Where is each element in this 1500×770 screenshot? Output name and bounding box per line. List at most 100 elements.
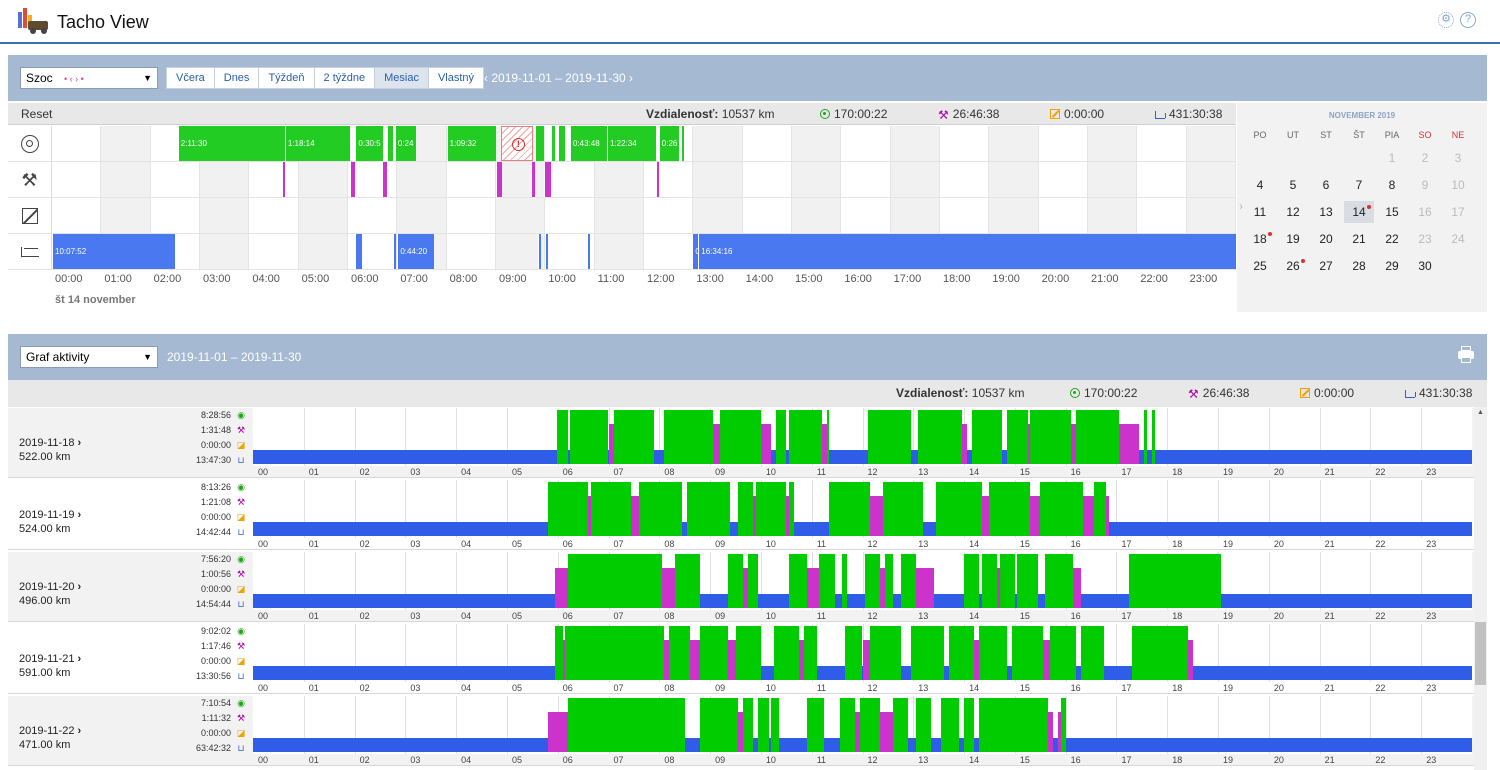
calendar-day[interactable]: 29 bbox=[1377, 255, 1407, 277]
driving-bar[interactable] bbox=[804, 626, 817, 680]
work-bar[interactable] bbox=[1030, 496, 1041, 536]
work-bar[interactable] bbox=[981, 496, 990, 536]
work-bar[interactable] bbox=[1073, 568, 1081, 608]
rest-segment[interactable] bbox=[537, 234, 541, 269]
work-bar[interactable] bbox=[880, 568, 886, 608]
driving-segment[interactable] bbox=[557, 126, 566, 161]
day-date-link[interactable]: 2019-11-19 › bbox=[19, 509, 81, 521]
work-bar[interactable] bbox=[915, 568, 934, 608]
work-bar[interactable] bbox=[1083, 496, 1094, 536]
work-bar[interactable] bbox=[799, 640, 805, 680]
driving-bar[interactable] bbox=[936, 482, 982, 536]
work-segment[interactable] bbox=[282, 162, 286, 197]
driving-bar[interactable] bbox=[771, 698, 779, 752]
chevron-right-icon[interactable]: › bbox=[74, 509, 82, 521]
rest-segment[interactable] bbox=[355, 234, 362, 269]
driving-bar[interactable] bbox=[829, 482, 871, 536]
work-bar[interactable] bbox=[689, 640, 700, 680]
driving-bar[interactable] bbox=[565, 626, 665, 680]
print-icon[interactable] bbox=[1458, 346, 1474, 364]
calendar-day[interactable]: 5 bbox=[1278, 174, 1308, 196]
driving-bar[interactable] bbox=[1131, 626, 1188, 680]
calendar-day[interactable]: 21 bbox=[1344, 228, 1374, 250]
period-2weeks-button[interactable]: 2 týždne bbox=[314, 68, 376, 88]
driving-bar[interactable] bbox=[755, 482, 787, 536]
driving-bar[interactable] bbox=[613, 410, 655, 464]
driving-bar[interactable] bbox=[738, 482, 754, 536]
day-date-link[interactable]: 2019-11-18 › bbox=[19, 437, 81, 449]
calendar-day[interactable]: 1 bbox=[1377, 147, 1407, 169]
driver-select[interactable]: Szoc • ‹ › • ▼ bbox=[20, 67, 158, 89]
activity-scrollbar[interactable]: ▲ bbox=[1474, 407, 1487, 770]
rest-segment[interactable] bbox=[545, 234, 549, 269]
prev-range-chevron-icon[interactable]: ‹ bbox=[484, 71, 492, 85]
driving-bar[interactable] bbox=[999, 554, 1015, 608]
calendar-day[interactable]: 14 bbox=[1344, 201, 1374, 223]
chevron-right-icon[interactable]: › bbox=[74, 581, 82, 593]
work-segment[interactable] bbox=[350, 162, 356, 197]
driving-segment[interactable]: 1:22:34 bbox=[607, 126, 657, 161]
driving-bar[interactable] bbox=[720, 410, 761, 464]
driving-bar[interactable] bbox=[964, 698, 975, 752]
work-bar[interactable] bbox=[1118, 424, 1140, 464]
driving-bar[interactable] bbox=[590, 482, 632, 536]
driving-bar[interactable] bbox=[1007, 410, 1028, 464]
driving-bar[interactable] bbox=[839, 698, 855, 752]
driving-bar[interactable] bbox=[687, 482, 731, 536]
work-bar[interactable] bbox=[1187, 640, 1193, 680]
driving-bar[interactable] bbox=[842, 554, 848, 608]
driving-bar[interactable] bbox=[743, 698, 754, 752]
driving-bar[interactable] bbox=[910, 626, 944, 680]
driving-segment[interactable]: 2:11:30 bbox=[177, 126, 285, 161]
calendar-day[interactable]: 27 bbox=[1311, 255, 1341, 277]
work-bar[interactable] bbox=[854, 712, 860, 752]
driving-bar[interactable] bbox=[1040, 482, 1084, 536]
day-date-link[interactable]: 2019-11-22 › bbox=[19, 725, 81, 737]
driving-bar[interactable] bbox=[885, 554, 893, 608]
driving-segment[interactable]: 0:43:48 bbox=[570, 126, 607, 161]
rest-segment[interactable]: 0 bbox=[692, 234, 699, 269]
driving-bar[interactable] bbox=[699, 698, 739, 752]
work-bar[interactable] bbox=[1058, 712, 1061, 752]
work-bar[interactable] bbox=[1070, 424, 1076, 464]
work-bar[interactable] bbox=[547, 712, 568, 752]
work-bar[interactable] bbox=[806, 568, 820, 608]
driving-bar[interactable] bbox=[1075, 410, 1119, 464]
driving-segment[interactable] bbox=[387, 126, 394, 161]
driving-bar[interactable] bbox=[555, 626, 563, 680]
driving-bar[interactable] bbox=[971, 410, 1003, 464]
chevron-right-icon[interactable]: › bbox=[74, 653, 82, 665]
calendar-prev-chevron-icon[interactable]: › bbox=[1239, 199, 1243, 213]
period-month-button[interactable]: Mesiac bbox=[375, 68, 429, 88]
driving-bar[interactable] bbox=[867, 410, 911, 464]
calendar-day[interactable]: 19 bbox=[1278, 228, 1308, 250]
driving-bar[interactable] bbox=[964, 554, 980, 608]
driving-bar[interactable] bbox=[892, 698, 909, 752]
driving-bar[interactable] bbox=[788, 482, 794, 536]
calendar-day[interactable]: 22 bbox=[1377, 228, 1407, 250]
driving-bar[interactable] bbox=[758, 698, 769, 752]
scroll-up-icon[interactable]: ▲ bbox=[1477, 409, 1484, 416]
calendar-day[interactable]: 16 bbox=[1410, 201, 1440, 223]
calendar-day[interactable]: 6 bbox=[1311, 174, 1341, 196]
driving-segment[interactable]: 0:24 bbox=[394, 126, 417, 161]
work-bar[interactable] bbox=[738, 712, 744, 752]
driving-bar[interactable] bbox=[727, 554, 744, 608]
driving-bar[interactable] bbox=[882, 482, 924, 536]
driving-bar[interactable] bbox=[1144, 410, 1147, 464]
driving-bar[interactable] bbox=[981, 554, 998, 608]
work-bar[interactable] bbox=[712, 424, 721, 464]
calendar-day[interactable]: 4 bbox=[1245, 174, 1275, 196]
calendar-day[interactable]: 9 bbox=[1410, 174, 1440, 196]
driving-bar[interactable] bbox=[567, 554, 662, 608]
driving-bar[interactable] bbox=[865, 554, 881, 608]
driving-bar[interactable] bbox=[547, 482, 589, 536]
work-segment[interactable] bbox=[530, 162, 536, 197]
rest-segment[interactable]: 10:07:52 bbox=[52, 234, 176, 269]
work-bar[interactable] bbox=[560, 640, 566, 680]
day-date-link[interactable]: 2019-11-20 › bbox=[19, 581, 81, 593]
help-icon[interactable]: ? bbox=[1460, 12, 1476, 28]
driving-segment[interactable] bbox=[551, 126, 556, 161]
driving-bar[interactable] bbox=[1152, 410, 1155, 464]
rest-segment[interactable]: 16:34:16 bbox=[698, 234, 1236, 269]
